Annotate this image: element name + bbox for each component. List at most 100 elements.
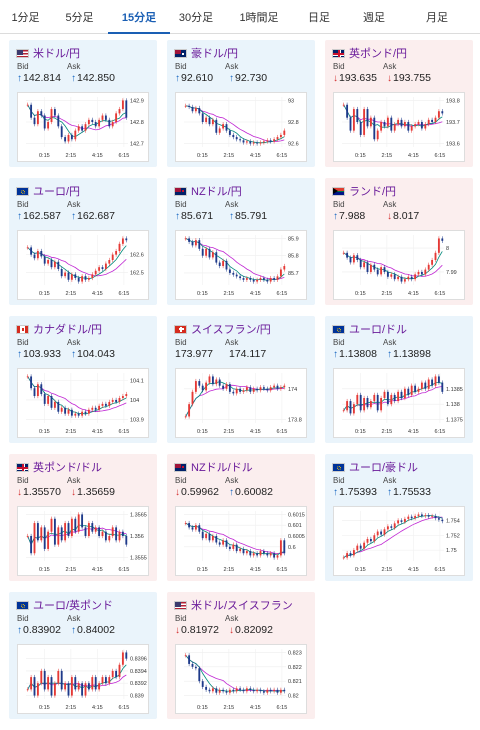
currency-card[interactable]: ユーロ/ドル Bid Ask ↑ 1.13808 ↑ 1.13898 1.1385 1.138 1… [325, 316, 473, 443]
currency-pair-name[interactable]: カナダドル/円 [33, 324, 103, 336]
candlestick-chart[interactable]: 0.823 0.822 0.821 0.82 0:15 2:15 4:15 6:15 [175, 644, 307, 714]
currency-card[interactable]: ランド/円 Bid Ask ↑ 7.988 ↓ 8.017 8 7.99 0:15 2:15 4:15… [325, 178, 473, 305]
candle [98, 267, 101, 271]
candlestick-chart[interactable]: 142.9 142.8 142.7 0:15 2:15 4:15 6:15 [17, 92, 149, 162]
x-tick-label: 2:15 [224, 291, 235, 297]
candlestick-chart[interactable]: 1.1385 1.138 1.1375 0:15 2:15 4:15 6:15 [333, 368, 465, 438]
currency-card[interactable]: 米ドル/スイスフラン Bid Ask ↓ 0.81972 ↓ 0.82092 0.823 0.8… [167, 592, 315, 719]
tab-timeframe[interactable]: 1時間足 [239, 11, 279, 24]
price-labels: Bid Ask [333, 200, 433, 209]
candle [198, 668, 201, 682]
candlestick-chart[interactable]: 93 92.8 92.6 0:15 2:15 4:15 6:15 [175, 92, 307, 162]
currency-card[interactable]: 英ポンド/円 Bid Ask ↓ 193.635 ↓ 193.755 193.8 193.7 19… [325, 40, 473, 167]
candle [77, 126, 80, 131]
candle [184, 238, 187, 240]
currency-card[interactable]: NZドル/ドル Bid Ask ↓ 0.59962 ↑ 0.60082 0.6015 0.601… [167, 454, 315, 581]
currency-card[interactable]: カナダドル/円 Bid Ask ↑ 103.933 ↑ 104.043 104.1 104 103… [9, 316, 157, 443]
candlestick-chart[interactable]: 85.9 85.8 85.7 0:15 2:15 4:15 6:15 [175, 230, 307, 300]
card-header: 豪ドル/円 [174, 45, 238, 61]
candle [118, 531, 121, 541]
moving-average-long [27, 247, 127, 277]
candle [359, 394, 362, 411]
tab-timeframe[interactable]: 5分足 [65, 11, 94, 24]
card-header: ユーロ/円 [16, 183, 80, 199]
candle [437, 518, 440, 520]
currency-pair-name[interactable]: ユーロ/英ポンド [33, 600, 114, 612]
currency-card[interactable]: スイスフラン/円 Bid Ask 173.977 174.117 174 173.8 0:15… [167, 316, 315, 443]
candle [60, 670, 63, 690]
y-tick-label: 0.82 [288, 694, 299, 700]
candle [84, 276, 87, 280]
tab-timeframe[interactable]: 30分足 [178, 11, 214, 24]
currency-pair-name[interactable]: NZドル/ドル [191, 462, 253, 474]
currency-card[interactable]: ユーロ/英ポンド Bid Ask ↑ 0.83902 ↑ 0.84002 0.8396 0.83… [9, 592, 157, 719]
candle [407, 516, 410, 519]
arrow-up-icon: ↑ [17, 348, 22, 360]
candle [235, 137, 238, 140]
currency-pair-name[interactable]: ランド/円 [349, 186, 397, 198]
currency-pair-name[interactable]: スイスフラン/円 [191, 324, 271, 336]
currency-pair-name[interactable]: 英ポンド/ドル [33, 462, 103, 474]
candlestick-chart[interactable]: 0.8396 0.8394 0.8392 0.839 0:15 2:15 4:15 6:15 [17, 644, 149, 714]
y-tick-label: 162.6 [130, 253, 144, 259]
ask-value: 92.730 [235, 72, 268, 84]
currency-pair-name[interactable]: 豪ドル/円 [191, 48, 239, 60]
candle [104, 531, 107, 541]
candle [390, 274, 393, 277]
flag-icon [332, 462, 345, 472]
tab-timeframe[interactable]: 月足 [426, 11, 448, 24]
currency-card[interactable]: ユーロ/円 Bid Ask ↑ 162.587 ↑ 162.687 162.6 162.5 0:1… [9, 178, 157, 305]
tab-timeframe[interactable]: 日足 [308, 11, 330, 24]
x-tick-label: 6:15 [435, 567, 446, 573]
y-tick-label: 8 [446, 246, 449, 252]
candlestick-chart[interactable]: 0.6015 0.601 0.6005 0.6 0:15 2:15 4:15 6:15 [175, 506, 307, 576]
currency-pair-name[interactable]: 英ポンド/円 [349, 48, 408, 60]
candlestick-chart[interactable]: 104.1 104 103.9 0:15 2:15 4:15 6:15 [17, 368, 149, 438]
currency-pair-name[interactable]: ユーロ/豪ドル [349, 462, 419, 474]
currency-card[interactable]: 英ポンド/ドル Bid Ask ↓ 1.35570 ↓ 1.35659 1.3565 1.356… [9, 454, 157, 581]
x-tick-label: 6:15 [277, 153, 288, 159]
candle [40, 111, 43, 116]
y-tick-label: 0.839 [130, 694, 144, 700]
candle [98, 683, 101, 690]
currency-pair-name[interactable]: ユーロ/円 [33, 186, 81, 198]
ask-label: Ask [67, 200, 81, 209]
candlestick-chart[interactable]: 1.754 1.752 1.75 0:15 2:15 4:15 6:15 [333, 506, 465, 576]
tab-timeframe[interactable]: 週足 [363, 11, 385, 24]
currency-pair-name[interactable]: NZドル/円 [191, 186, 242, 198]
candle [215, 688, 218, 693]
candlestick-chart[interactable]: 174 173.8 0:15 2:15 4:15 6:15 [175, 368, 307, 438]
currency-card[interactable]: NZドル/円 Bid Ask ↑ 85.671 ↑ 85.791 85.9 85.8 85.7 0:… [167, 178, 315, 305]
currency-card[interactable]: ユーロ/豪ドル Bid Ask ↑ 1.75393 ↑ 1.75533 1.754 1.752 1… [325, 454, 473, 581]
candlestick-chart[interactable]: 193.8 193.7 193.6 0:15 2:15 4:15 6:15 [333, 92, 465, 162]
candlestick-chart[interactable]: 1.3565 1.356 1.3555 0:15 2:15 4:15 6:15 [17, 506, 149, 576]
candle [386, 117, 389, 127]
y-tick-label: 0.822 [288, 665, 302, 671]
price-values: ↓ 193.635 ↓ 193.755 [333, 72, 431, 84]
currency-pair-name[interactable]: ユーロ/ドル [349, 324, 408, 336]
candle [366, 262, 369, 272]
candle [373, 264, 376, 270]
currency-card[interactable]: 米ドル/円 Bid Ask ↑ 142.814 ↑ 142.850 142.9 142.8 142… [9, 40, 157, 167]
candlestick-chart[interactable]: 162.6 162.5 0:15 2:15 4:15 6:15 [17, 230, 149, 300]
currency-pair-name[interactable]: 米ドル/スイスフラン [191, 600, 293, 612]
x-tick-label: 6:15 [119, 705, 130, 711]
candle [434, 376, 437, 386]
candle [269, 278, 272, 282]
currency-pair-name[interactable]: 米ドル/円 [33, 48, 81, 60]
bid-price: ↓ 193.635 [333, 72, 383, 84]
currency-card[interactable]: 豪ドル/円 Bid Ask ↑ 92.610 ↑ 92.730 93 92.8 92.6 0:15 2… [167, 40, 315, 167]
candle [249, 141, 252, 144]
candle [101, 403, 104, 406]
price-labels: Bid Ask [17, 614, 117, 623]
flag-icon [16, 600, 29, 610]
candle [81, 276, 84, 282]
candle [383, 391, 386, 398]
flag-icon [332, 48, 345, 58]
tab-timeframe[interactable]: 15分足 [108, 0, 170, 34]
candle [420, 382, 423, 389]
candle [201, 113, 204, 122]
tab-timeframe[interactable]: 1分足 [11, 11, 40, 24]
candlestick-chart[interactable]: 8 7.99 0:15 2:15 4:15 6:15 [333, 230, 465, 300]
candle [218, 542, 221, 545]
